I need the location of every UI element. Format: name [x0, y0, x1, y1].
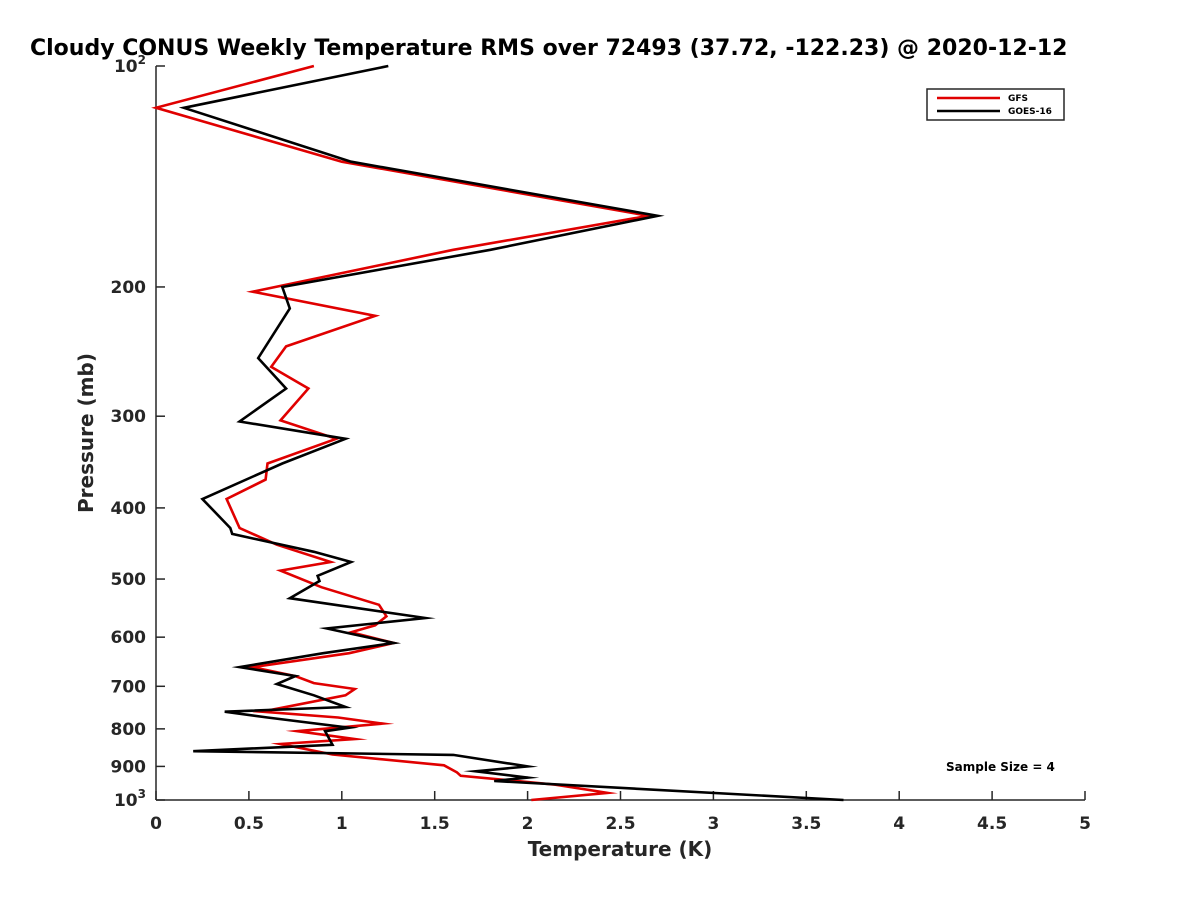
legend: GFS GOES-16 — [926, 88, 1065, 121]
legend-box — [926, 88, 1065, 121]
x-tick-label: 4.5 — [977, 814, 1007, 834]
x-axis-label: Temperature (K) — [528, 837, 713, 861]
chart-title: Cloudy CONUS Weekly Temperature RMS over… — [30, 36, 1067, 61]
y-tick-label: 600 — [111, 628, 147, 648]
x-tick-label: 3 — [707, 814, 719, 834]
x-tick-label: 3.5 — [791, 814, 821, 834]
series-line-goes16 — [178, 64, 844, 802]
y-tick-label: 800 — [111, 720, 147, 740]
y-tick-label: 102 — [114, 53, 146, 77]
x-tick-label: 1.5 — [420, 814, 450, 834]
x-tick-label: 2.5 — [605, 814, 635, 834]
y-tick-label: 700 — [111, 677, 147, 697]
x-tick-label: 1 — [336, 814, 348, 834]
y-tick-label: 500 — [111, 570, 147, 590]
x-tick-label: 4 — [893, 814, 905, 834]
legend-label-gfs: GFS — [1008, 94, 1028, 104]
y-tick-label: 103 — [114, 787, 146, 811]
x-ticks: 0 0.5 1 1.5 2 2.5 3 3.5 4 4.5 5 — [150, 791, 1091, 834]
series-line-gfs — [151, 64, 656, 802]
legend-label-goes16: GOES-16 — [1008, 107, 1052, 117]
x-tick-label: 5 — [1079, 814, 1091, 834]
y-tick-label: 200 — [111, 278, 147, 298]
series-layer — [151, 64, 844, 802]
y-tick-label: 300 — [111, 407, 147, 427]
x-tick-label: 2 — [522, 814, 534, 834]
y-tick-label: 900 — [111, 757, 147, 777]
x-tick-label: 0.5 — [234, 814, 264, 834]
sample-size-annotation: Sample Size = 4 — [946, 760, 1055, 774]
y-axis-label: Pressure (mb) — [74, 353, 98, 513]
y-tick-label: 400 — [111, 499, 147, 519]
x-tick-label: 0 — [150, 814, 162, 834]
y-ticks: 102 200 300 400 500 600 700 800 900 103 — [111, 53, 165, 811]
